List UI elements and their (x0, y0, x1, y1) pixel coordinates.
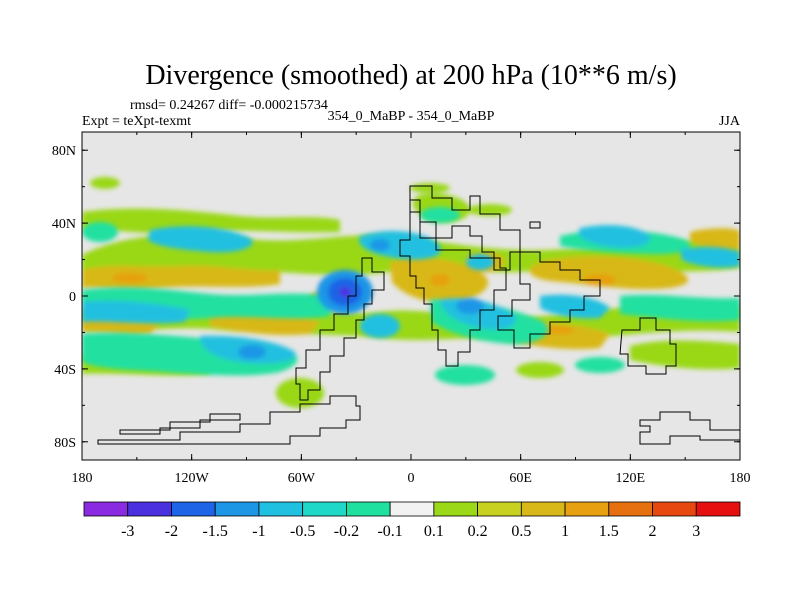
colorbar-label: 0.1 (424, 523, 444, 540)
colorbar-label: -1.5 (203, 523, 228, 540)
colorbar-label: -0.2 (334, 523, 359, 540)
negative-divergence-regions (82, 207, 740, 385)
coastline-antarctica-west (119, 413, 241, 435)
convergence-blob (575, 357, 625, 373)
divergence-blob (468, 204, 512, 216)
coastline-antarctica-east (639, 411, 740, 445)
coastline-eurasia (409, 185, 521, 271)
convergence-blob (360, 314, 400, 338)
divergence-band (529, 256, 689, 290)
coastline-south-america (295, 257, 385, 401)
plot-area (81, 131, 741, 461)
coastline-africa (399, 196, 507, 367)
convergence-blob (238, 345, 266, 359)
colorbar-swatch (302, 501, 347, 517)
experiment-label: Expt = teXpt-texmt (82, 114, 191, 129)
colorbar-label: -0.1 (377, 523, 402, 540)
y-tick-label: 40N (52, 217, 76, 232)
convergence-blob (456, 298, 484, 314)
colorbar-swatch (258, 501, 304, 517)
x-axis: 180 120W 60W 0 60E 120E 180 (72, 132, 751, 486)
colorbar-label: 1 (561, 523, 569, 540)
divergence-field (82, 177, 740, 408)
colorbar-label: 2 (649, 523, 657, 540)
colorbar-swatch (652, 501, 697, 517)
colorbar-label: -0.5 (290, 523, 315, 540)
colorbar-swatch (520, 501, 566, 517)
x-tick-label: 180 (72, 471, 93, 486)
y-tick-label: 40S (54, 363, 76, 378)
x-tick-label: 120E (616, 471, 646, 486)
convergence-blob (339, 287, 351, 297)
colorbar-label: -2 (165, 523, 178, 540)
colorbar-swatch (564, 501, 610, 517)
colorbar-swatch (433, 501, 479, 517)
divergence-blob (546, 326, 574, 334)
colorbar-label: 0.5 (511, 523, 531, 540)
convergence-band (620, 294, 740, 322)
coastline-island (529, 221, 541, 229)
colorbar-swatch (345, 501, 391, 517)
colorbar-swatch (214, 501, 260, 517)
coastlines (97, 185, 740, 445)
colorbar-swatch (608, 501, 653, 517)
divergence-blob (410, 183, 450, 193)
divergence-blob (112, 273, 148, 283)
season-label: JJA (719, 114, 741, 129)
colorbar-label: -3 (121, 523, 134, 540)
divergence-band (690, 228, 740, 251)
colorbar-swatch (389, 501, 435, 517)
divergence-blob (90, 177, 120, 189)
divergence-blob (516, 362, 564, 378)
y-tick-label: 80S (54, 436, 76, 451)
colorbar-swatch (477, 501, 522, 517)
colorbar-swatch (83, 501, 129, 517)
x-tick-label: 120W (175, 471, 210, 486)
colorbar-label: -1 (252, 523, 265, 540)
convergence-band (578, 225, 651, 248)
colorbar: -3 -2 -1.5 -1 -0.5 -0.2 -0.1 0.1 0.2 0.5 1 1.5 2 3 (83, 501, 741, 540)
colorbar-label: 0.2 (468, 523, 488, 540)
y-tick-label: 80N (52, 144, 76, 159)
coastline-asia-east (497, 251, 601, 349)
case-label: 354_0_MaBP - 354_0_MaBP (328, 109, 495, 124)
convergence-blob (370, 239, 390, 251)
divergence-band (630, 340, 740, 370)
y-axis: 80N 40N 0 40S 80S (52, 144, 740, 451)
convergence-blob (435, 365, 495, 385)
convergence-band (680, 246, 740, 268)
convergence-band (148, 226, 253, 253)
colorbar-swatch (127, 501, 172, 517)
colorbar-swatch (695, 501, 741, 517)
colorbar-swatch (171, 501, 216, 517)
convergence-blob (420, 207, 460, 223)
stats-label: rmsd= 0.24267 diff= -0.000215734 (130, 98, 328, 113)
coastline-antarctica (97, 395, 361, 445)
colorbar-label: 1.5 (599, 523, 619, 540)
x-tick-label: 0 (408, 471, 415, 486)
x-tick-label: 180 (730, 471, 751, 486)
divergence-blob (430, 274, 450, 286)
x-tick-label: 60E (509, 471, 532, 486)
y-tick-label: 0 (69, 290, 76, 305)
divergence-band (82, 265, 280, 290)
convergence-band (540, 294, 610, 319)
convergence-band (82, 300, 190, 324)
coastline-australia (619, 317, 677, 375)
divergence-band (82, 208, 340, 234)
map-title: Divergence (smoothed) at 200 hPa (10**6 … (145, 60, 676, 91)
x-tick-label: 60W (288, 471, 316, 486)
convergence-blob (82, 222, 118, 242)
colorbar-label: 3 (692, 523, 700, 540)
